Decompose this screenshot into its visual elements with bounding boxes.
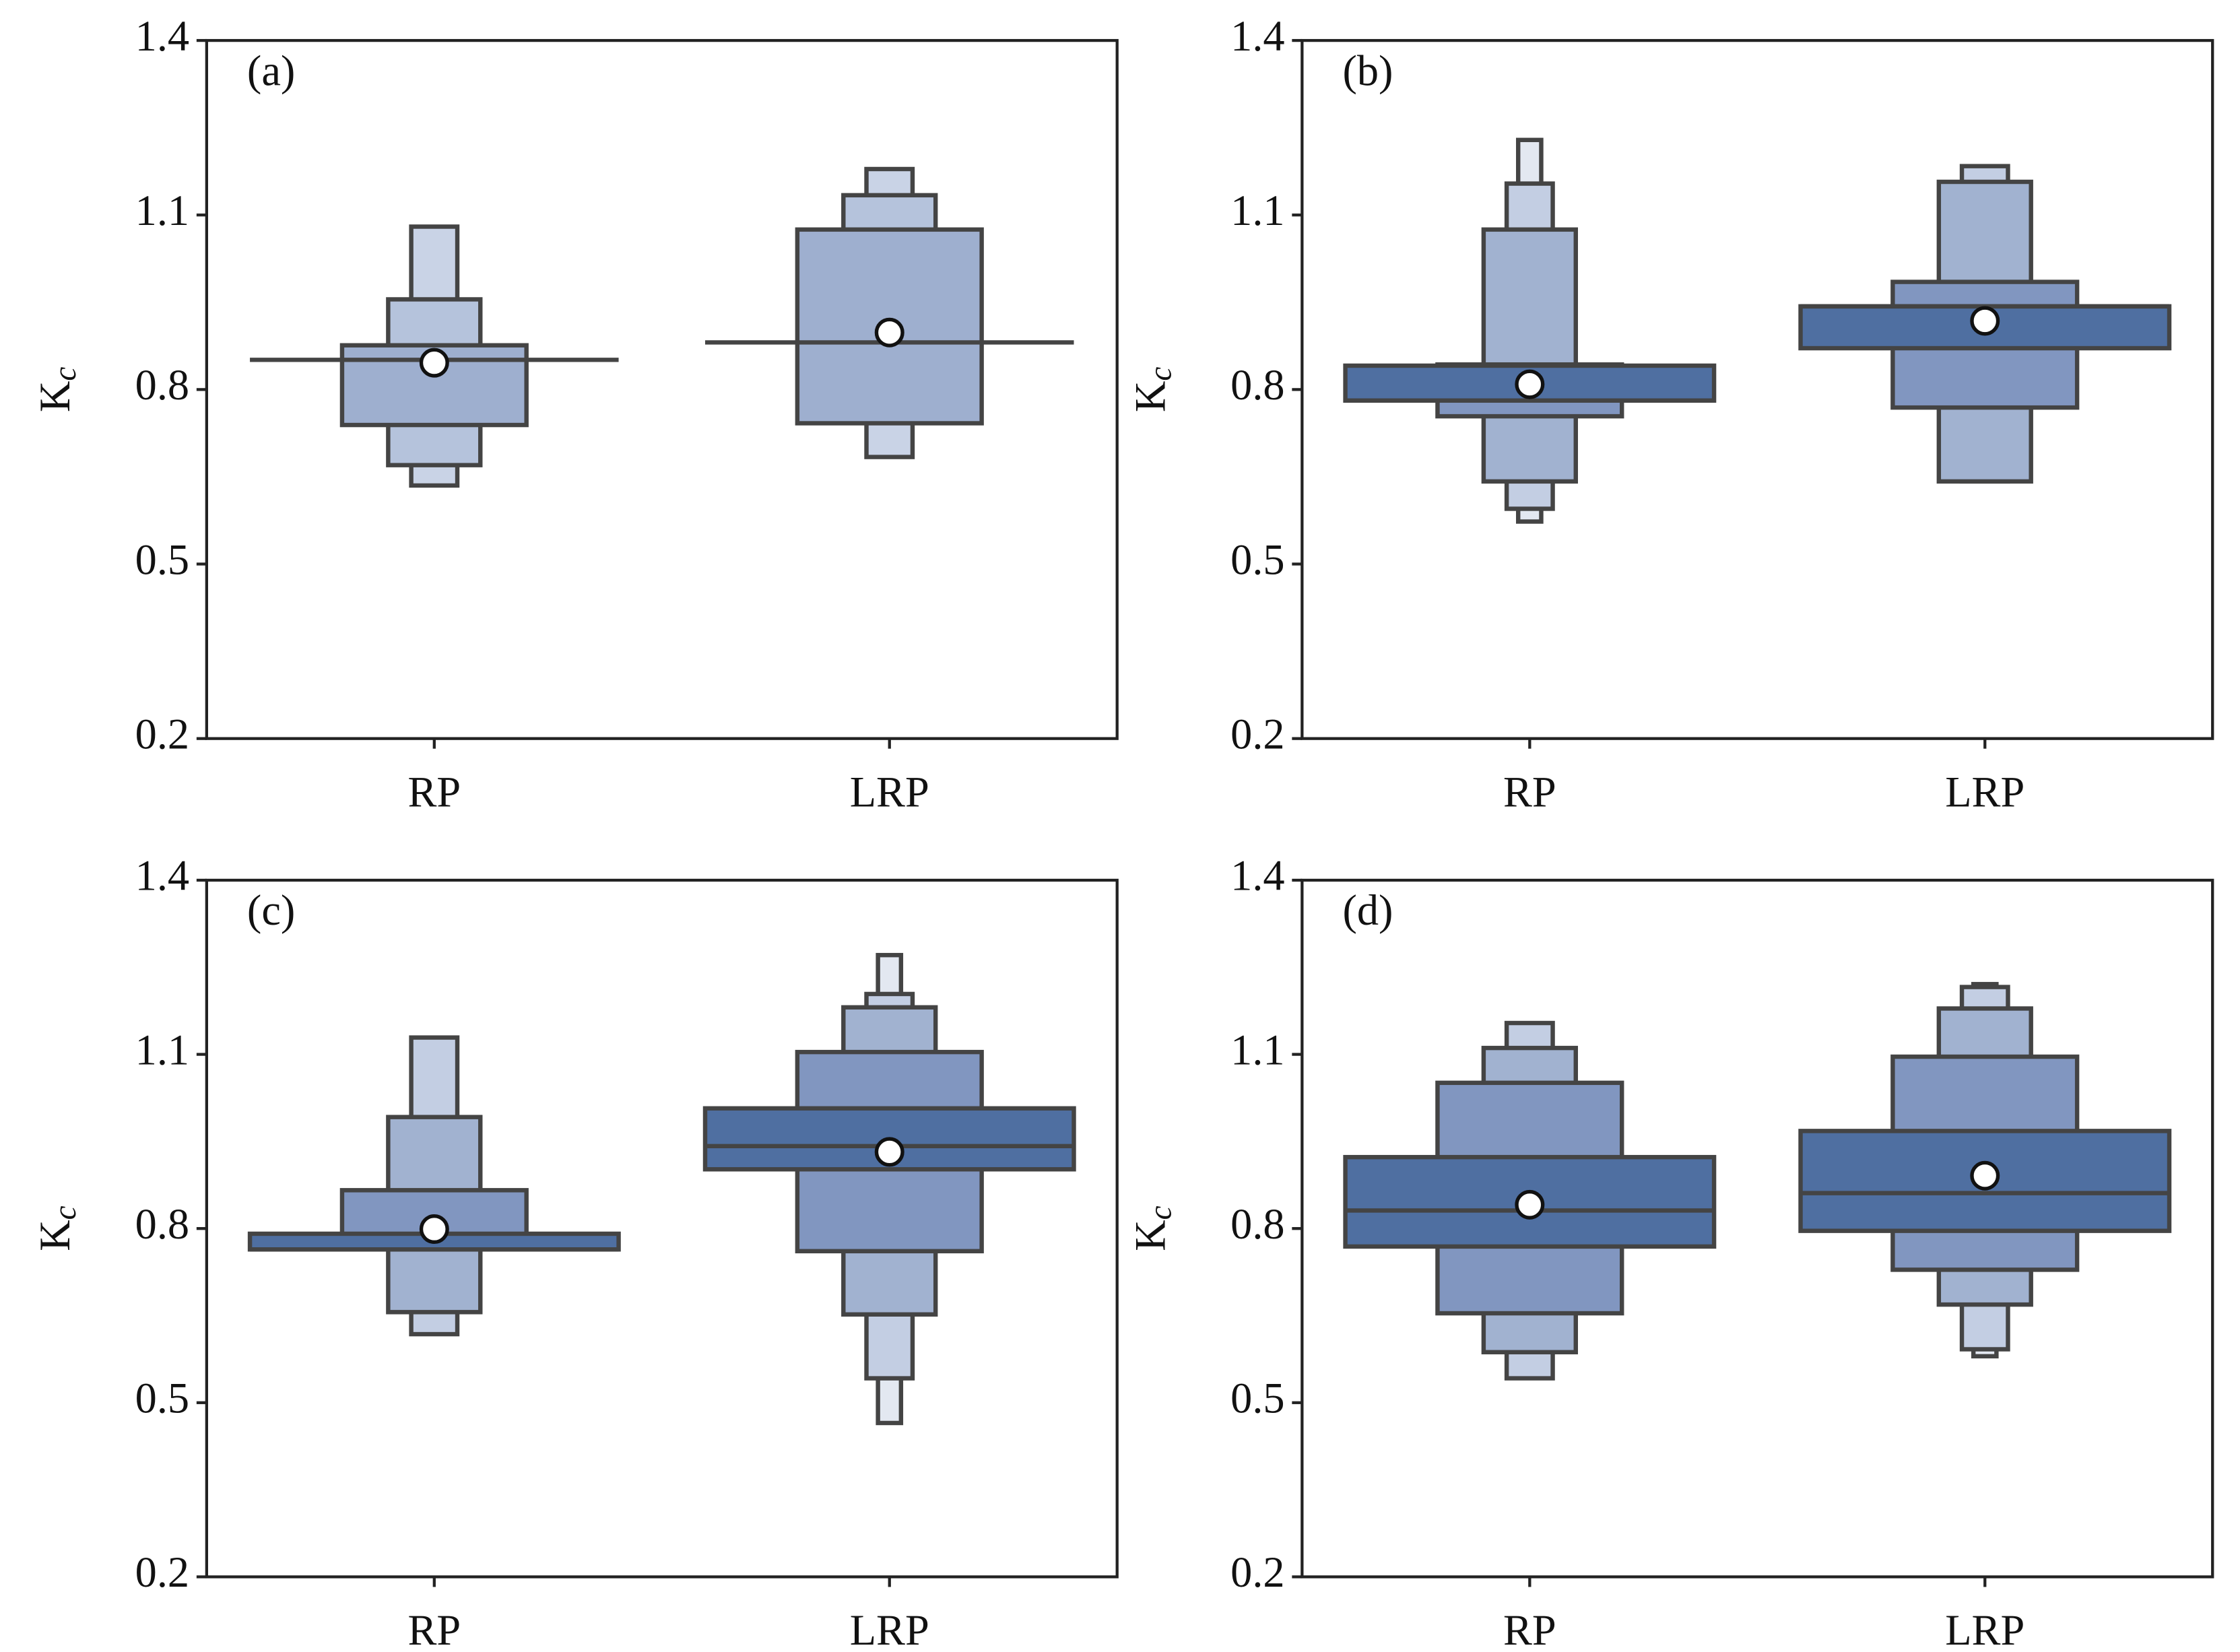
y-tick-label: 0.5 (135, 535, 189, 583)
panel: 0.2 0.5 0.8 1.1 1.4 Kc (c) RP LRP (31, 852, 1119, 1652)
panel-label: (a) (247, 46, 295, 94)
panel: 0.2 0.5 0.8 1.1 1.4 Kc (a) RP LRP (31, 12, 1119, 816)
y-tick-label: 1.4 (1230, 852, 1284, 900)
y-tick-label: 0.2 (1230, 710, 1284, 758)
y-label-base: K (1126, 1220, 1174, 1251)
x-tick-label: LRP (850, 1606, 929, 1652)
y-tick-label: 0.2 (135, 1548, 189, 1596)
y-tick-label: 0.8 (135, 361, 189, 409)
x-tick-label: LRP (1945, 768, 2024, 816)
panel-label: (c) (247, 886, 295, 934)
y-tick-label: 0.5 (135, 1375, 189, 1422)
y-tick-label: 0.8 (135, 1200, 189, 1248)
y-tick-label: 1.4 (1230, 12, 1284, 60)
y-tick-label: 1.1 (135, 187, 189, 234)
mean-marker (1970, 1160, 2000, 1191)
y-label-base: K (31, 381, 79, 412)
y-label-sub: c (48, 367, 83, 381)
panel: 0.2 0.5 0.8 1.1 1.4 Kc (d) RP LRP (1126, 852, 2214, 1652)
mean-marker (419, 348, 449, 378)
mean-marker (1515, 369, 1545, 399)
x-tick-label: LRP (850, 768, 929, 816)
mean-marker (1515, 1189, 1545, 1220)
y-tick-label: 0.2 (1230, 1548, 1284, 1596)
y-label-base: K (1126, 381, 1174, 412)
x-tick-label: LRP (1945, 1606, 2024, 1652)
y-tick-label: 1.4 (135, 12, 189, 60)
mean-marker (419, 1214, 449, 1245)
x-tick-label: RP (407, 1606, 461, 1652)
y-tick-label: 1.1 (1230, 1026, 1284, 1073)
y-tick-label: 0.8 (1230, 1200, 1284, 1248)
y-tick-label: 1.4 (135, 852, 189, 900)
panel-label: (d) (1342, 886, 1393, 934)
y-tick-label: 0.5 (1230, 1375, 1284, 1422)
y-tick-label: 1.1 (135, 1026, 189, 1073)
x-tick-label: RP (1503, 1606, 1556, 1652)
x-tick-label: RP (407, 768, 461, 816)
y-label-base: K (31, 1220, 79, 1251)
panel: 0.2 0.5 0.8 1.1 1.4 Kc (b) RP LRP (1126, 12, 2214, 816)
panel-label: (b) (1342, 46, 1393, 94)
y-label-sub: c (48, 1205, 83, 1220)
y-axis-label: Kc (1126, 1205, 1178, 1251)
y-tick-label: 0.2 (135, 710, 189, 758)
mean-marker (1970, 306, 2000, 336)
mean-marker (874, 1137, 904, 1167)
letter-value-box (1481, 227, 1578, 484)
y-axis-label: Kc (31, 367, 83, 412)
mean-marker (874, 317, 904, 348)
y-tick-label: 0.8 (1230, 361, 1284, 409)
y-label-sub: c (1143, 367, 1178, 381)
y-label-sub: c (1143, 1205, 1178, 1220)
y-axis-label: Kc (31, 1205, 83, 1251)
x-tick-label: RP (1503, 768, 1556, 816)
y-tick-label: 1.1 (1230, 187, 1284, 234)
y-axis-label: Kc (1126, 367, 1178, 412)
y-tick-label: 0.5 (1230, 535, 1284, 583)
letter-value-box (1798, 1129, 2172, 1233)
